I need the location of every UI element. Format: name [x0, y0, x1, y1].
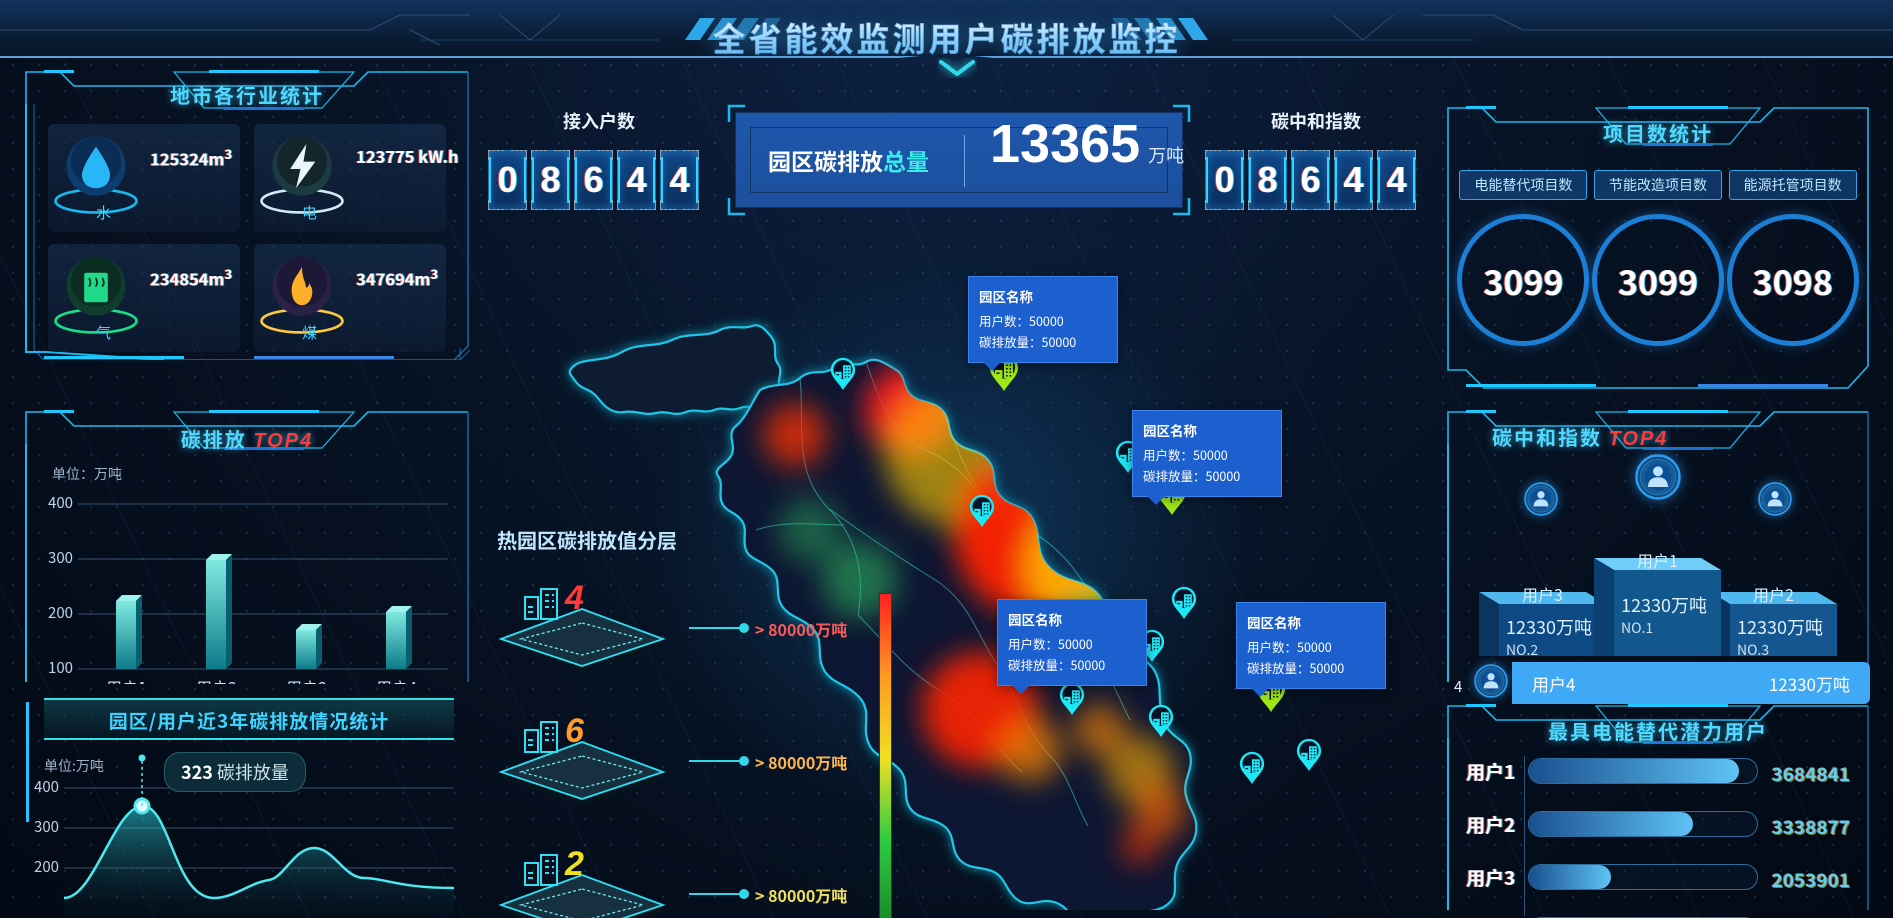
svg-text:200: 200: [48, 602, 73, 623]
svg-text:200: 200: [34, 856, 59, 877]
svg-text:用户3: 用户3: [286, 675, 327, 684]
svg-text:用户1: 用户1: [106, 675, 147, 684]
svg-text:300: 300: [48, 547, 73, 568]
svg-text:400: 400: [48, 492, 73, 513]
svg-text:300: 300: [34, 816, 59, 837]
svg-text:400: 400: [34, 776, 59, 797]
svg-text:用户4: 用户4: [376, 675, 417, 684]
svg-text:用户2: 用户2: [196, 675, 237, 684]
svg-text:100: 100: [48, 657, 73, 678]
